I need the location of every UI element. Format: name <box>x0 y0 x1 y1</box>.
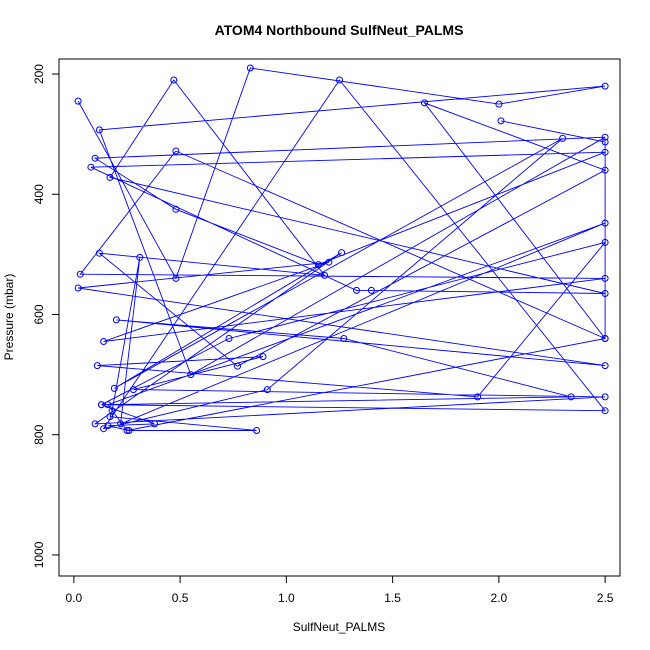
data-point <box>559 134 567 142</box>
data-point <box>367 286 375 294</box>
data-point <box>151 420 159 428</box>
y-tick-label: 400 <box>32 184 46 204</box>
y-tick-label: 600 <box>32 304 46 324</box>
data-point <box>601 133 609 141</box>
x-tick-label: 2.0 <box>491 591 508 605</box>
axes-group: 0.0 0.5 1.0 1.5 2.0 2.5 200 400 600 800 1000 <box>32 64 614 605</box>
data-point <box>474 393 482 401</box>
plot-frame <box>58 58 621 577</box>
data-point <box>117 420 125 428</box>
data-point <box>76 270 84 278</box>
data-point <box>601 148 609 156</box>
data-point <box>601 335 609 342</box>
data-point <box>495 100 503 108</box>
chart-title: ATOM4 Northbound SulfNeut_PALMS <box>215 22 464 38</box>
data-point <box>601 166 609 174</box>
data-point <box>74 97 82 105</box>
data-point <box>104 422 112 430</box>
data-point <box>110 384 118 392</box>
data-point <box>340 335 348 342</box>
data-point <box>253 427 261 434</box>
data-point <box>136 253 144 261</box>
data-point <box>74 284 82 292</box>
data-point <box>601 393 609 401</box>
data-point <box>497 117 505 125</box>
data-point <box>246 64 254 72</box>
data-point <box>172 274 180 282</box>
y-tick-label: 800 <box>32 424 46 444</box>
data-point <box>106 173 114 181</box>
y-axis-label: Pressure (mbar) <box>2 274 16 361</box>
x-axis-label: SulfNeut_PALMS <box>293 620 386 634</box>
x-tick-label: 1.5 <box>384 591 401 605</box>
x-tick-label: 2.5 <box>597 591 614 605</box>
data-point <box>106 413 114 421</box>
data-point <box>314 261 322 269</box>
x-tick-label: 0.5 <box>172 591 189 605</box>
data-point <box>129 386 137 394</box>
data-point <box>104 401 112 409</box>
data-point <box>601 274 609 282</box>
data-point <box>338 249 346 257</box>
data-point <box>601 138 609 146</box>
data-point <box>112 316 120 324</box>
data-point <box>321 271 329 279</box>
y-tick-label: 1000 <box>32 541 46 568</box>
data-point <box>100 338 108 345</box>
data-point <box>234 362 241 370</box>
data-point <box>187 371 195 379</box>
data-point <box>263 386 271 394</box>
data-point <box>172 147 180 155</box>
data-point <box>325 258 333 266</box>
data-point <box>172 205 180 213</box>
data-point <box>95 249 103 257</box>
data-point <box>353 286 360 294</box>
x-tick-label: 1.0 <box>278 591 295 605</box>
data-point <box>601 82 609 90</box>
x-tick-label: 0.0 <box>66 591 83 605</box>
data-point <box>601 238 609 246</box>
data-point <box>95 126 103 134</box>
data-point <box>91 420 99 428</box>
data-point <box>93 362 101 370</box>
data-point <box>225 335 233 342</box>
data-point <box>125 427 133 434</box>
data-point <box>336 76 343 84</box>
y-tick-label: 200 <box>32 64 46 84</box>
data-point <box>87 163 95 171</box>
data-point <box>421 99 428 107</box>
data-point <box>108 407 116 415</box>
data-point <box>123 427 131 434</box>
data-point <box>91 154 99 162</box>
data-point <box>170 76 178 84</box>
data-point <box>567 393 575 401</box>
data-point <box>601 290 609 297</box>
data-point <box>601 362 609 370</box>
series-group <box>74 64 609 434</box>
data-point <box>601 407 609 415</box>
data-point <box>259 353 267 361</box>
series-line <box>77 67 607 431</box>
data-point <box>601 219 609 227</box>
